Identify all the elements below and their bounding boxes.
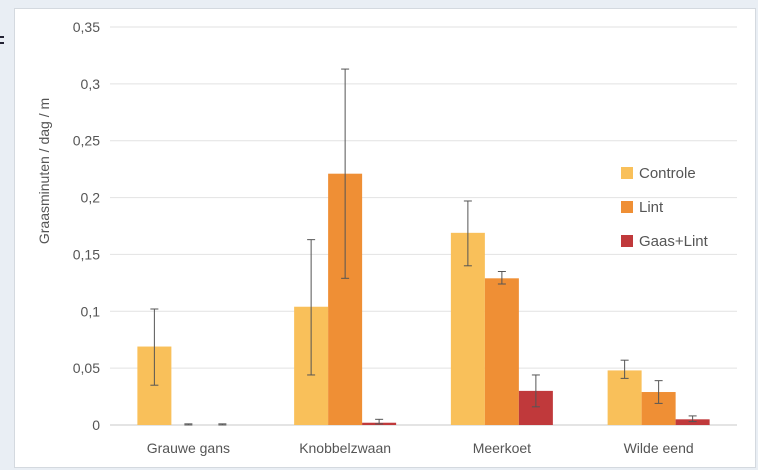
y-axis-label: Graasminuten / dag / m: [36, 98, 52, 244]
x-tick-label: Meerkoet: [473, 440, 531, 456]
error-bar: [463, 200, 472, 267]
y-tick-label: 0: [92, 417, 100, 433]
error-bar: [654, 380, 663, 404]
y-tick-label: 0,1: [81, 303, 101, 319]
y-tick-label: 0,3: [81, 76, 101, 92]
y-tick-label: 0,15: [73, 246, 100, 262]
legend-swatch: [621, 167, 633, 179]
legend-label: Controle: [639, 165, 696, 182]
y-tick-labels: 0 0,05 0,1 0,15 0,2 0,25 0,3 0,35: [73, 19, 100, 433]
error-bar: [375, 418, 384, 425]
y-tick-label: 0,25: [73, 133, 100, 149]
error-bar: [184, 423, 193, 426]
bar-gaas-lint-3: [675, 419, 710, 425]
legend-label: Lint: [639, 199, 664, 216]
x-tick-label: Wilde eend: [624, 440, 694, 456]
bar-lint-2: [484, 278, 519, 425]
legend-label: Gaas+Lint: [639, 233, 709, 250]
legend-swatch: [621, 201, 633, 213]
x-tick-label: Grauwe gans: [147, 440, 230, 456]
error-bar: [150, 308, 159, 386]
error-bar: [531, 374, 540, 408]
error-bar: [307, 239, 316, 376]
error-bar: [620, 359, 629, 379]
x-tick-labels: Grauwe gans Knobbelzwaan Meerkoet Wilde een…: [147, 440, 694, 456]
y-tick-label: 0,05: [73, 360, 100, 376]
error-bar: [341, 68, 350, 279]
edge-marker: [0, 36, 4, 52]
bar-controle-3: [607, 370, 642, 425]
chart-frame: 0 0,05 0,1 0,15 0,2 0,25 0,3 0,35 Grauwe gans Kn…: [14, 8, 756, 468]
error-bar: [218, 423, 227, 426]
error-bars: [150, 68, 697, 426]
error-bar: [497, 270, 506, 285]
error-bar: [688, 415, 697, 423]
y-tick-label: 0,35: [73, 19, 100, 35]
legend-swatch: [621, 235, 633, 247]
legend: Controle Lint Gaas+Lint: [621, 165, 709, 250]
bar-chart: 0 0,05 0,1 0,15 0,2 0,25 0,3 0,35 Grauwe gans Kn…: [36, 19, 737, 456]
gridlines: [110, 26, 737, 426]
y-tick-label: 0,2: [81, 190, 101, 206]
x-tick-label: Knobbelzwaan: [299, 440, 391, 456]
